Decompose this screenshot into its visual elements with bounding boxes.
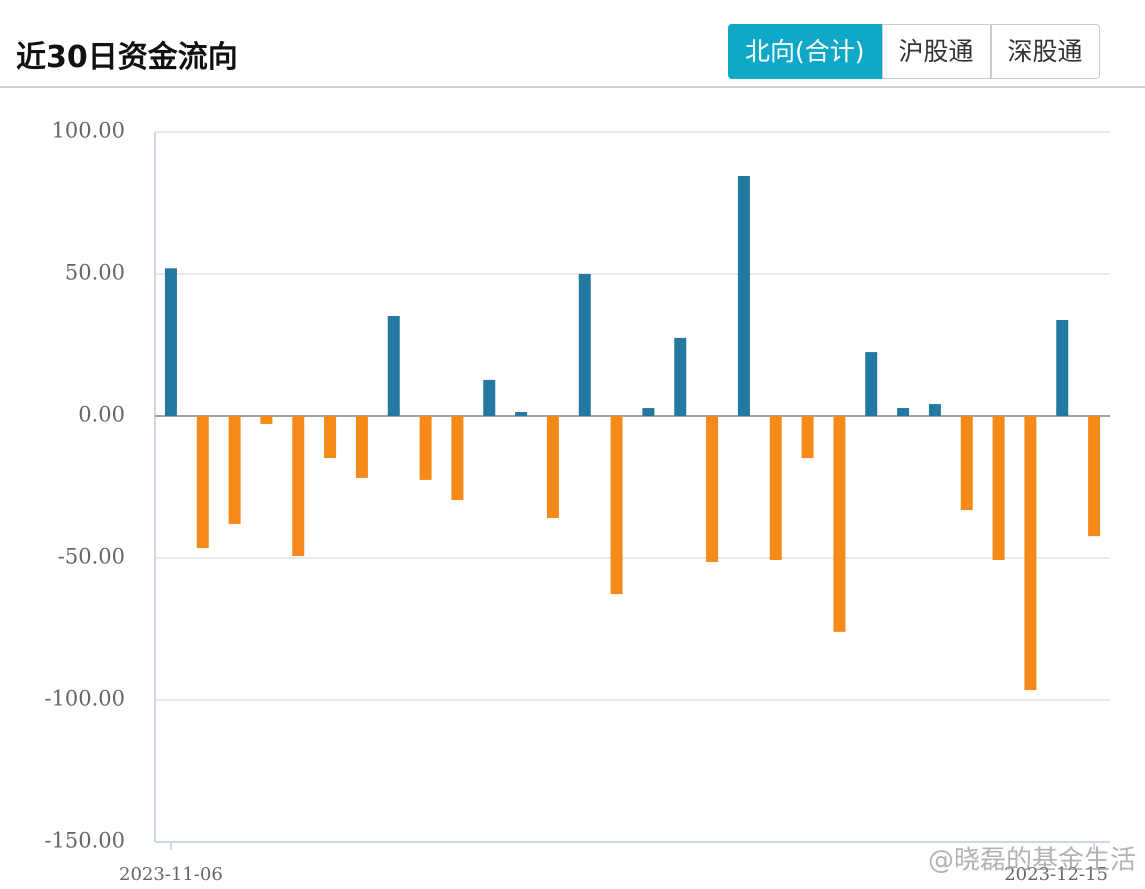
bar <box>897 408 910 416</box>
y-tick-label: -100.00 <box>44 687 125 711</box>
bar <box>674 337 687 416</box>
bar <box>706 416 719 562</box>
bar <box>1024 416 1037 691</box>
bar <box>769 416 782 560</box>
bar <box>387 316 400 416</box>
bar <box>642 408 655 416</box>
bar <box>196 416 209 549</box>
watermark: @晓磊的基金生活 <box>928 846 1136 876</box>
tab[interactable]: 北向(合计) <box>728 24 882 79</box>
bar <box>355 416 368 478</box>
tab[interactable]: 深股通 <box>990 24 1100 79</box>
bar <box>928 404 941 416</box>
bar <box>960 416 973 511</box>
bar <box>451 416 464 501</box>
header-rule <box>0 86 1145 88</box>
y-tick-label: -150.00 <box>44 829 125 853</box>
bar <box>324 416 337 459</box>
bar <box>419 416 432 480</box>
tab-group: 北向(合计) 沪股通 深股通 <box>728 24 1100 79</box>
y-tick-label: 100.00 <box>52 119 125 143</box>
bar <box>1088 416 1101 537</box>
bar <box>833 416 846 632</box>
bar <box>164 268 177 416</box>
bar <box>260 416 273 424</box>
bar <box>737 176 750 416</box>
bar <box>578 274 591 416</box>
y-tick-label: -50.00 <box>58 545 125 569</box>
y-tick-label: 50.00 <box>65 261 125 285</box>
x-tick-label: 2023-11-06 <box>119 864 223 885</box>
bar <box>865 352 878 416</box>
bar <box>801 416 814 459</box>
x-tick-label: 2023-12-15 <box>1004 864 1108 885</box>
bar <box>1056 320 1069 416</box>
bar <box>483 379 496 416</box>
bar <box>610 416 623 595</box>
page-title: 近30日资金流向 <box>16 40 238 75</box>
y-tick-label: 0.00 <box>78 403 125 427</box>
bar <box>546 416 559 518</box>
bar <box>228 416 241 524</box>
bar <box>292 416 305 557</box>
tab[interactable]: 沪股通 <box>881 24 991 79</box>
bar <box>992 416 1005 560</box>
bar <box>515 412 528 416</box>
